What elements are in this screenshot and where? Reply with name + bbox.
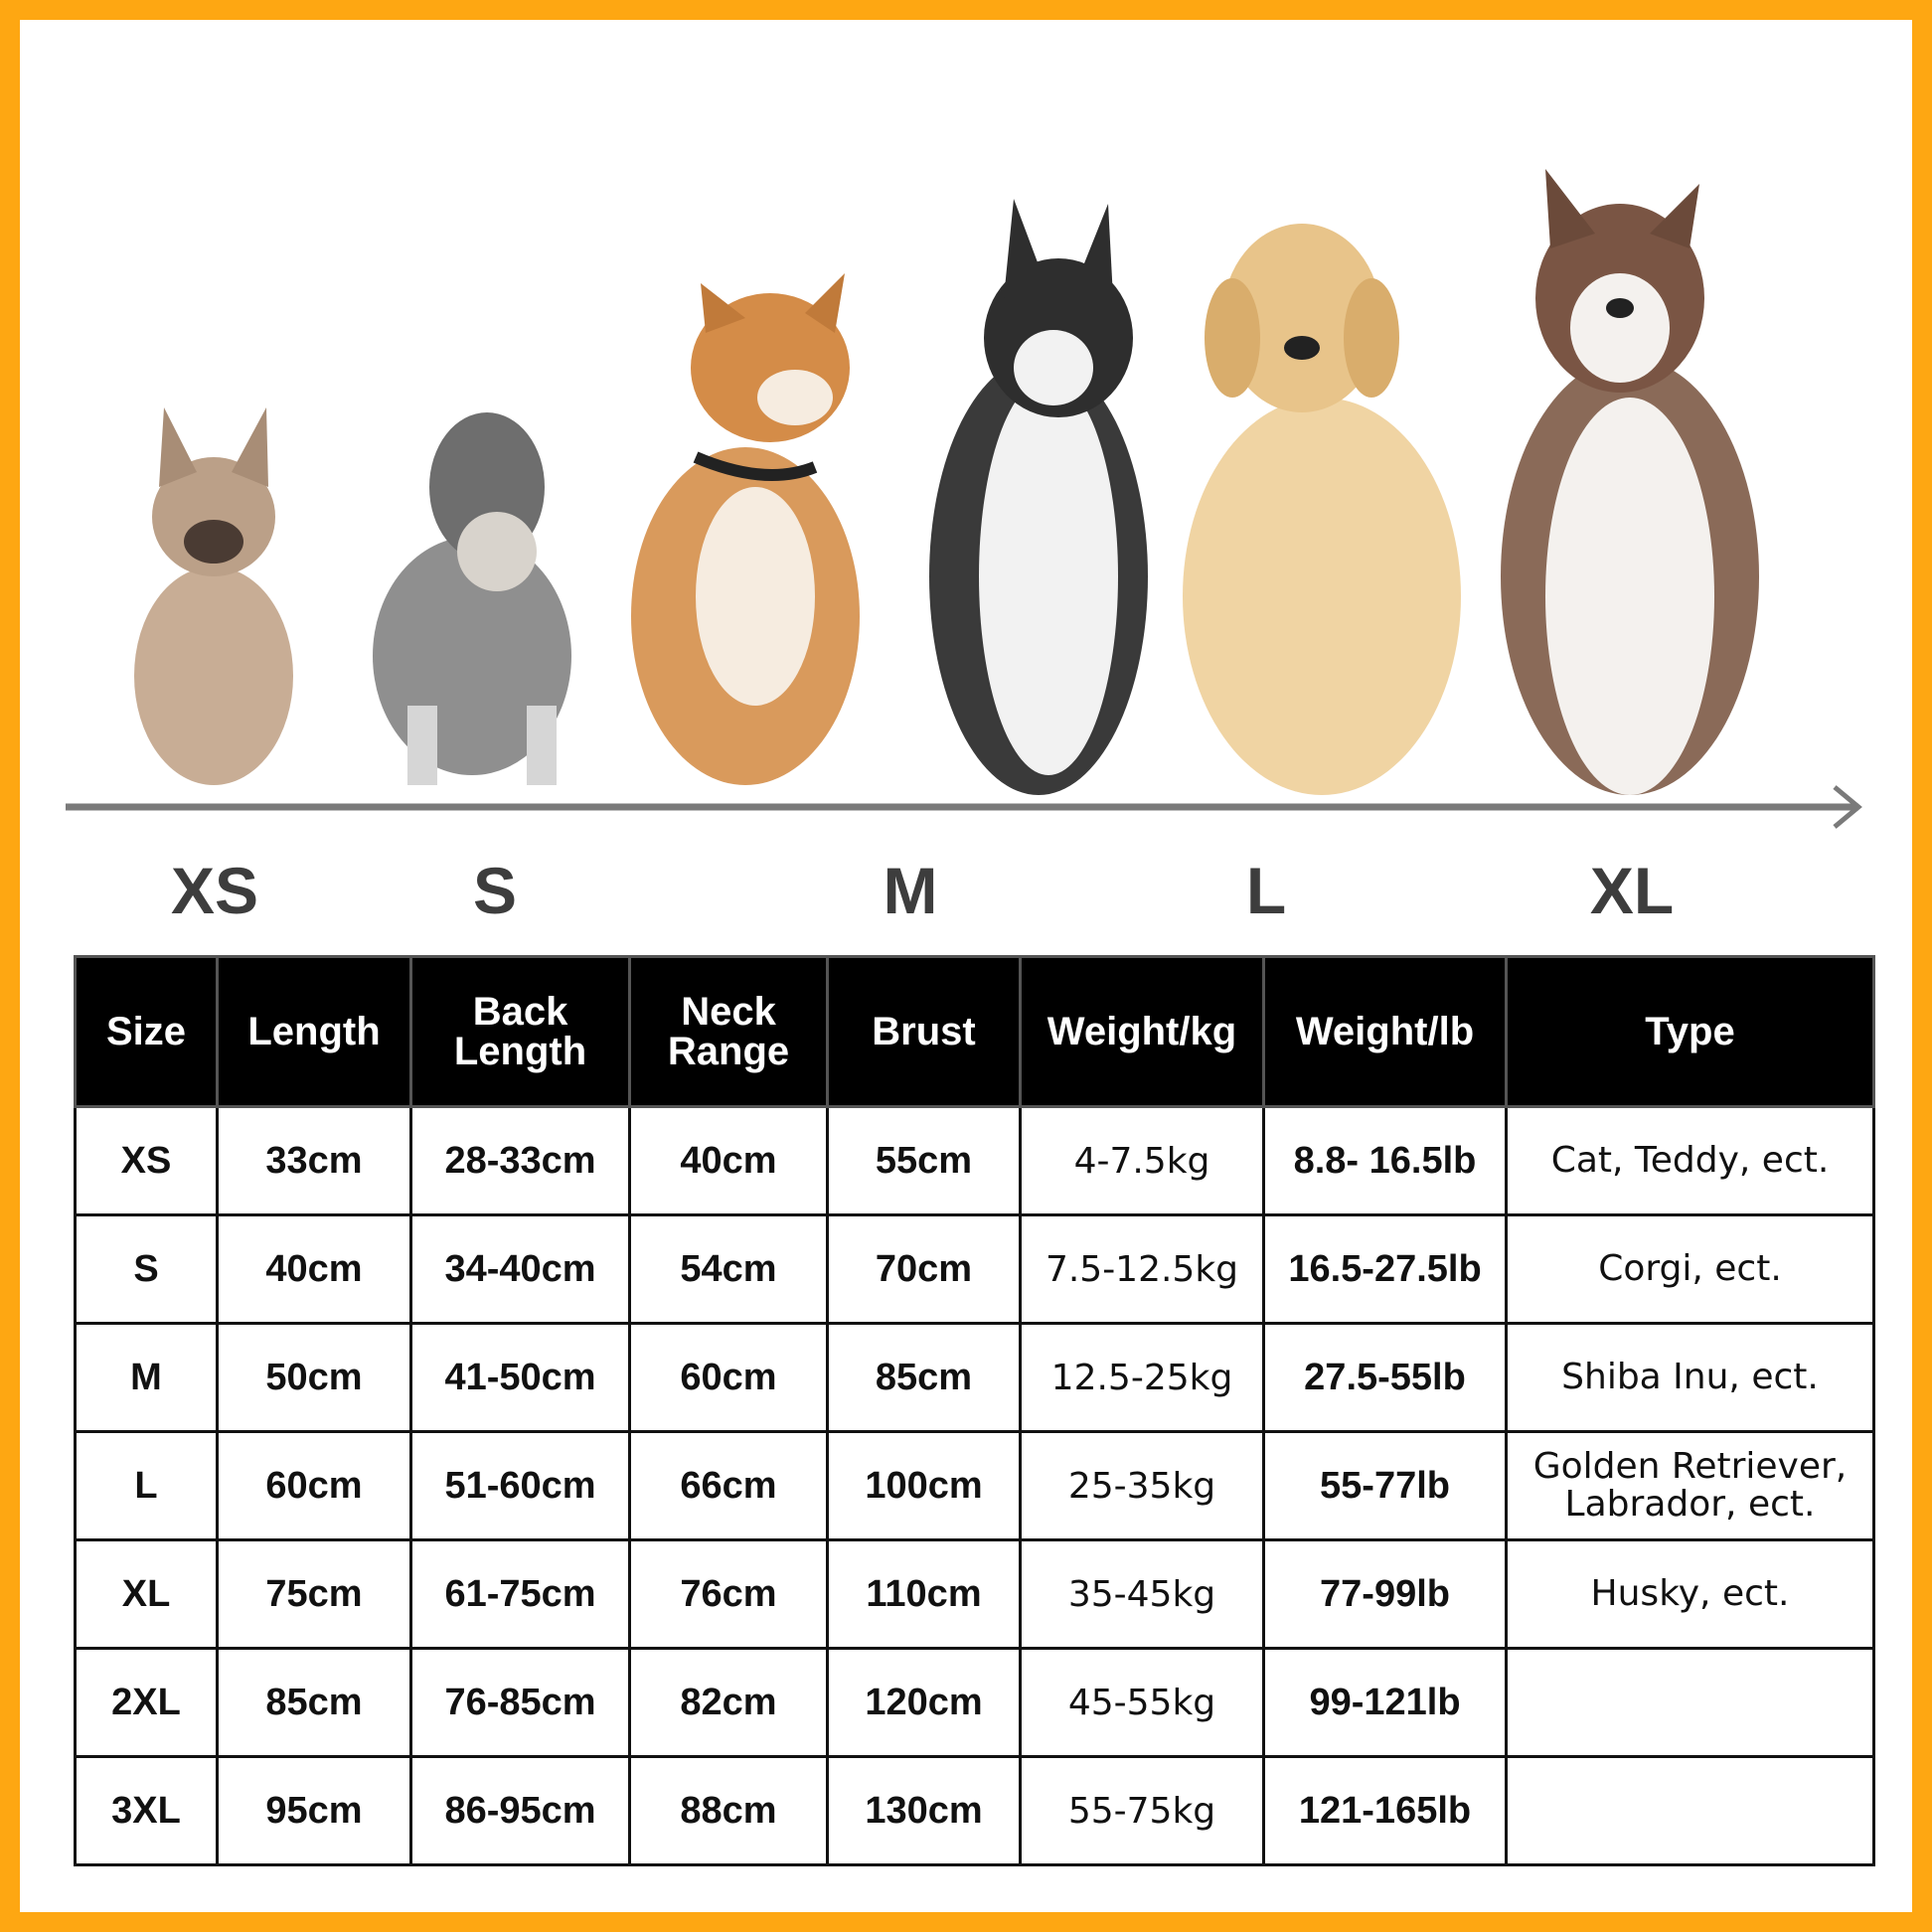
table-cell: 16.5-27.5lb [1262,1213,1508,1325]
table-cell: 88cm [628,1755,829,1866]
table-row: S 40cm 34-40cm 54cm 70cm 7.5-12.5kg 16.5-27.5l… [74,1213,1875,1325]
size-arrow [66,785,1862,829]
table-cell: 3XL [74,1755,219,1866]
table-cell: 54cm [628,1213,829,1325]
size-label-l: L [1245,854,1287,927]
column-header: Size [74,955,219,1108]
column-header-label: Weight/ [1046,1010,1191,1053]
table-cell: 4-7.5kg [1019,1105,1265,1216]
column-header-label: Weight/ [1295,1010,1439,1053]
table-cell: 45-55kg [1019,1647,1265,1758]
table-cell: 8.8- 16.5lb [1262,1105,1508,1216]
table-cell: 76-85cm [409,1647,631,1758]
size-label-s: S [472,854,518,927]
table-cell: 85cm [216,1647,412,1758]
column-header-label: Size [105,1010,187,1053]
column-header-label: Brust [872,1010,976,1053]
dog-schnauzer [373,412,571,785]
column-header-unit: kg [1190,1010,1237,1053]
column-header: Back Length [409,955,631,1108]
table-row: 3XL 95cm 86-95cm 88cm 130cm 55-75kg 121-165lb [74,1755,1875,1866]
table-cell: 60cm [628,1322,829,1433]
table-cell: 61-75cm [409,1538,631,1650]
table-cell: 50cm [216,1322,412,1433]
table-cell: 99-121lb [1262,1647,1508,1758]
table-cell: XS [74,1105,219,1216]
column-header-label: Length [247,1010,381,1053]
table-cell: 76cm [628,1538,829,1650]
table-cell: 110cm [826,1538,1022,1650]
table-cell: 55cm [826,1105,1022,1216]
table-row: L 60cm 51-60cm 66cm 100cm 25-35kg 55-77lb Golde… [74,1430,1875,1541]
table-cell: 121-165lb [1262,1755,1508,1866]
dog-golden-retriever [1183,224,1461,795]
column-header-label: Back Length [453,990,587,1073]
size-label-m: M [883,854,938,927]
table-cell: 85cm [826,1322,1022,1433]
table-cell [1505,1755,1875,1866]
table-cell: 55-77lb [1262,1430,1508,1541]
table-cell: 12.5-25kg [1019,1322,1265,1433]
table-cell: Shiba Inu, ect. [1505,1322,1875,1433]
table-cell: Husky, ect. [1505,1538,1875,1650]
column-header-label: Type [1645,1010,1735,1053]
dog-husky [929,199,1148,795]
table-cell: L [74,1430,219,1541]
table-header-row: Size Length Back Length Neck Range Brust Weig… [74,955,1875,1108]
table-cell: 35-45kg [1019,1538,1265,1650]
table-cell: Golden Retriever, Labrador, ect. [1505,1430,1875,1541]
column-header: Weight/kg [1019,955,1265,1108]
table-cell [1505,1647,1875,1758]
table-cell: 100cm [826,1430,1022,1541]
table-cell: 41-50cm [409,1322,631,1433]
column-header-unit: lb [1438,1010,1475,1053]
table-cell: 33cm [216,1105,412,1216]
size-label-xl: XL [1589,854,1675,927]
table-cell: 77-99lb [1262,1538,1508,1650]
table-cell: 75cm [216,1538,412,1650]
table-cell: 34-40cm [409,1213,631,1325]
table-cell: 120cm [826,1647,1022,1758]
table-cell: 55-75kg [1019,1755,1265,1866]
column-header: Weight/lb [1262,955,1508,1108]
table-cell: 51-60cm [409,1430,631,1541]
table-cell: 7.5-12.5kg [1019,1213,1265,1325]
table-cell: 130cm [826,1755,1022,1866]
table-cell: S [74,1213,219,1325]
table-cell: 27.5-55lb [1262,1322,1508,1433]
dog-alaskan-malamute [1501,169,1759,795]
table-cell: 60cm [216,1430,412,1541]
table-cell: 70cm [826,1213,1022,1325]
table-row: XL 75cm 61-75cm 76cm 110cm 35-45kg 77-99lb Husk… [74,1538,1875,1650]
table-cell: 40cm [216,1213,412,1325]
table-row: XS 33cm 28-33cm 40cm 55cm 4-7.5kg 8.8- 16.5lb C… [74,1105,1875,1216]
table-cell: 25-35kg [1019,1430,1265,1541]
table-cell: 82cm [628,1647,829,1758]
column-header: Type [1505,955,1875,1108]
column-header: Neck Range [628,955,829,1108]
column-header: Length [216,955,412,1108]
column-header-label: Neck Range [667,990,790,1073]
table-cell: 86-95cm [409,1755,631,1866]
table-cell: 40cm [628,1105,829,1216]
size-label-xs: XS [170,854,259,927]
table-cell: 2XL [74,1647,219,1758]
column-header: Brust [826,955,1022,1108]
table-cell: 66cm [628,1430,829,1541]
table-cell: XL [74,1538,219,1650]
table-cell: Corgi, ect. [1505,1213,1875,1325]
table-cell: 95cm [216,1755,412,1866]
table-row: M 50cm 41-50cm 60cm 85cm 12.5-25kg 27.5-55lb Sh… [74,1322,1875,1433]
size-table: Size Length Back Length Neck Range Brust Weig… [74,955,1875,1866]
dog-shiba-inu [631,273,860,785]
table-cell: M [74,1322,219,1433]
table-cell: 28-33cm [409,1105,631,1216]
dog-lineup-illustration [134,169,1759,795]
table-cell: Cat, Teddy, ect. [1505,1105,1875,1216]
size-chart: XS S M L XL Size Length Back Length Neck Ra… [20,20,1912,1912]
dog-french-bulldog [134,407,293,785]
table-row: 2XL 85cm 76-85cm 82cm 120cm 45-55kg 99-121lb [74,1647,1875,1758]
